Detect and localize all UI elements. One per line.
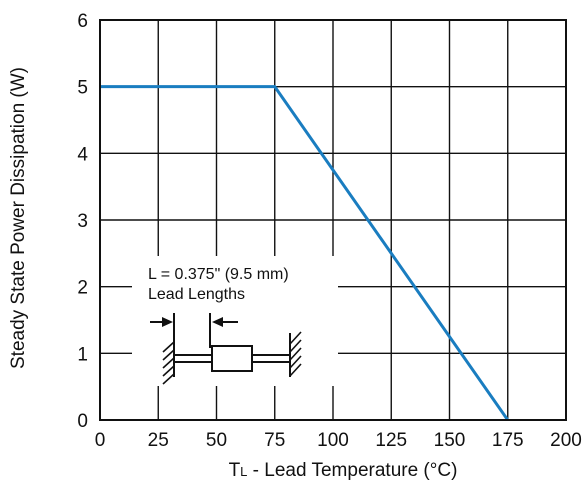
x-axis-title-symbol: T xyxy=(229,460,241,481)
component-body xyxy=(211,345,253,372)
y-tick-label: 4 xyxy=(77,144,88,165)
mount-hatch-right xyxy=(289,331,302,377)
y-tick-label: 1 xyxy=(77,344,88,365)
lead-length-inset: L = 0.375" (9.5 mm) Lead Lengths xyxy=(132,256,338,386)
arrowhead-right xyxy=(212,317,223,327)
series-line xyxy=(100,85,509,421)
x-tick-label: 200 xyxy=(550,430,582,451)
inset-label-leads: Lead Lengths xyxy=(148,286,245,303)
series-layer xyxy=(100,85,509,421)
tick-labels: 0 25 50 75 100 125 150 175 200 0 1 2 3 4 5 6 xyxy=(77,11,581,451)
arrowhead-left xyxy=(162,317,173,327)
x-tick-label: 25 xyxy=(148,430,169,451)
y-tick-label: 2 xyxy=(77,278,88,299)
x-tick-label: 150 xyxy=(434,430,466,451)
y-tick-label: 0 xyxy=(77,411,88,432)
y-tick-label: 6 xyxy=(77,11,88,32)
mount-hatch-left xyxy=(162,341,175,385)
x-tick-label: 125 xyxy=(375,430,407,451)
plot-frame xyxy=(99,19,567,421)
x-tick-label: 175 xyxy=(492,430,524,451)
y-axis-title: Steady State Power Dissipation (W) xyxy=(8,67,29,369)
x-axis-title: TL - Lead Temperature (°C) xyxy=(229,460,458,481)
x-tick-label: 0 xyxy=(95,430,106,451)
x-tick-label: 100 xyxy=(317,430,349,451)
x-tick-label: 50 xyxy=(206,430,227,451)
x-axis-title-text: - Lead Temperature (°C) xyxy=(247,460,457,481)
x-axis-title-subscript: L xyxy=(240,464,247,479)
x-tick-label: 75 xyxy=(264,430,285,451)
y-tick-label: 3 xyxy=(77,211,88,232)
inset-label-dimension: L = 0.375" (9.5 mm) xyxy=(148,266,289,283)
y-tick-label: 5 xyxy=(77,78,88,99)
